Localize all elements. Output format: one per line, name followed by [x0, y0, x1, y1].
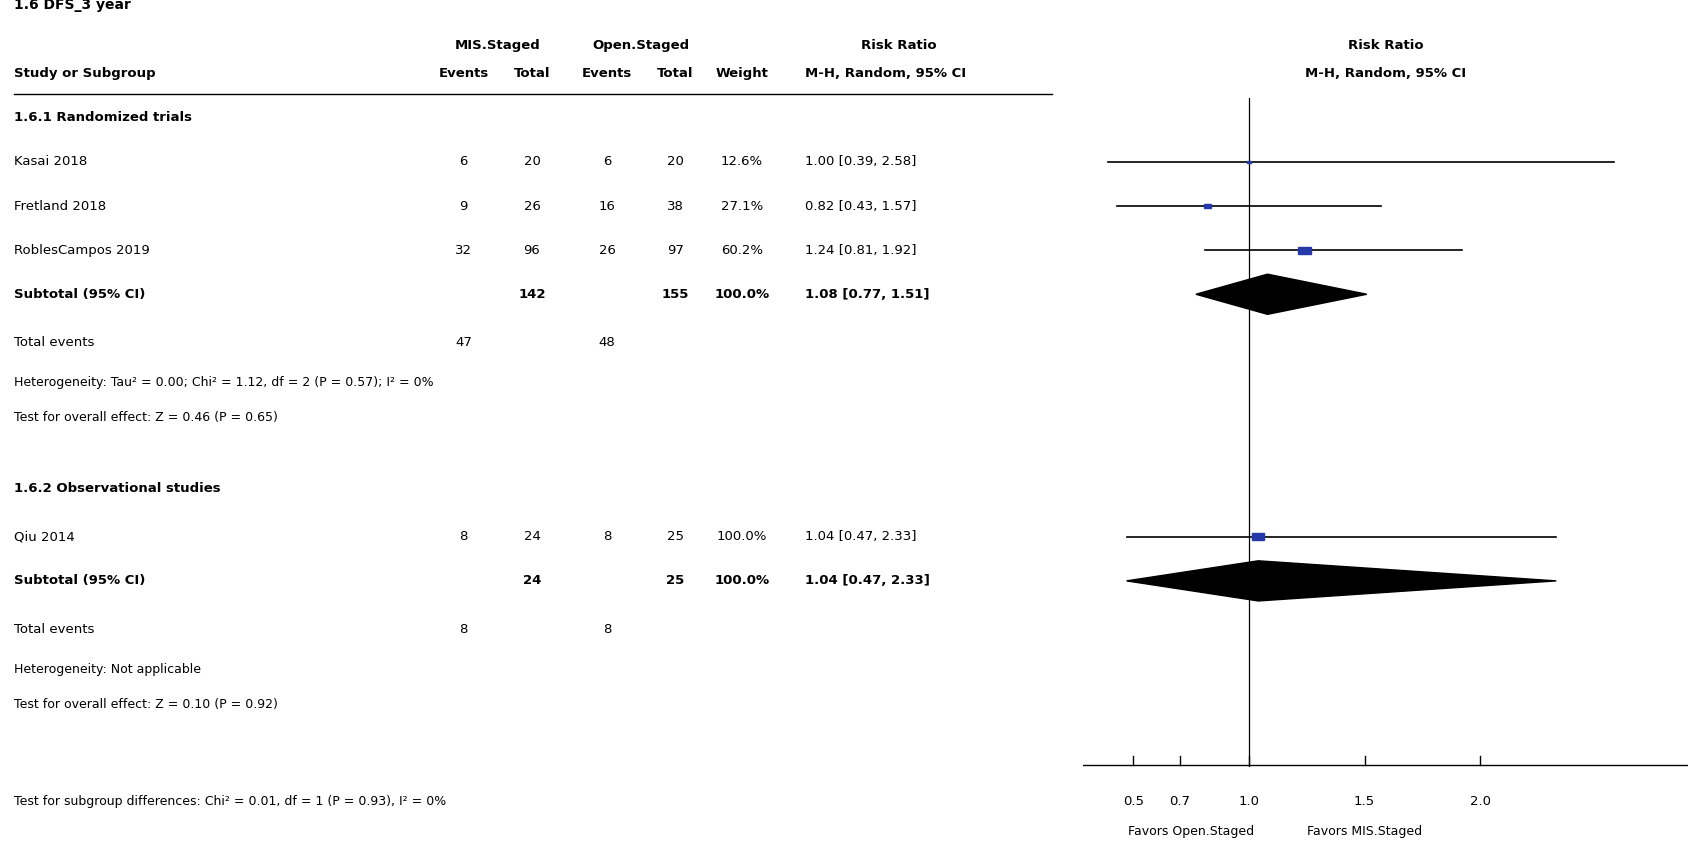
Text: 8: 8 [604, 530, 610, 544]
Text: 24: 24 [523, 530, 540, 544]
Text: 1.04 [0.47, 2.33]: 1.04 [0.47, 2.33] [805, 574, 929, 588]
Text: 1.24 [0.81, 1.92]: 1.24 [0.81, 1.92] [805, 243, 916, 257]
Text: Fretland 2018: Fretland 2018 [14, 199, 106, 213]
Text: 8: 8 [604, 623, 610, 636]
Text: 8: 8 [460, 623, 467, 636]
Text: 25: 25 [667, 574, 684, 588]
Text: 38: 38 [667, 199, 684, 213]
Text: 1.00 [0.39, 2.58]: 1.00 [0.39, 2.58] [805, 155, 916, 169]
Text: 1.6.2 Observational studies: 1.6.2 Observational studies [14, 482, 220, 494]
Text: Total events: Total events [14, 337, 94, 349]
Text: Study or Subgroup: Study or Subgroup [14, 67, 155, 81]
Text: 142: 142 [518, 287, 546, 301]
Text: MIS.Staged: MIS.Staged [455, 39, 540, 52]
Polygon shape [1127, 561, 1557, 601]
Text: 0.7: 0.7 [1170, 795, 1190, 807]
Text: 32: 32 [455, 243, 472, 257]
Text: M-H, Random, 95% CI: M-H, Random, 95% CI [1304, 67, 1466, 81]
Text: 1.6.1 Randomized trials: 1.6.1 Randomized trials [14, 111, 191, 125]
Text: Favors MIS.Staged: Favors MIS.Staged [1308, 825, 1422, 838]
Text: 155: 155 [662, 287, 689, 301]
Text: Risk Ratio: Risk Ratio [861, 39, 936, 52]
Text: Test for overall effect: Z = 0.46 (P = 0.65): Test for overall effect: Z = 0.46 (P = 0… [14, 411, 278, 424]
Text: 2.0: 2.0 [1470, 795, 1490, 807]
Text: Events: Events [438, 67, 489, 81]
Text: Subtotal (95% CI): Subtotal (95% CI) [14, 287, 145, 301]
Text: Heterogeneity: Tau² = 0.00; Chi² = 1.12, df = 2 (P = 0.57); I² = 0%: Heterogeneity: Tau² = 0.00; Chi² = 1.12,… [14, 376, 433, 389]
Text: 100.0%: 100.0% [716, 530, 767, 544]
Bar [1204, 204, 1211, 208]
Text: Favors Open.Staged: Favors Open.Staged [1129, 825, 1255, 838]
Bar [1298, 247, 1311, 254]
Text: Total: Total [656, 67, 694, 81]
Text: 97: 97 [667, 243, 684, 257]
Text: RoblesCampos 2019: RoblesCampos 2019 [14, 243, 150, 257]
Text: 6: 6 [604, 155, 610, 169]
Text: Kasai 2018: Kasai 2018 [14, 155, 87, 169]
Text: M-H, Random, 95% CI: M-H, Random, 95% CI [805, 67, 967, 81]
Text: 25: 25 [667, 530, 684, 544]
Text: 6: 6 [460, 155, 467, 169]
Text: 96: 96 [523, 243, 540, 257]
Text: Risk Ratio: Risk Ratio [1347, 39, 1424, 52]
Text: 47: 47 [455, 337, 472, 349]
Text: Events: Events [581, 67, 633, 81]
Text: Test for subgroup differences: Chi² = 0.01, df = 1 (P = 0.93), I² = 0%: Test for subgroup differences: Chi² = 0.… [14, 795, 447, 808]
Text: 1.5: 1.5 [1354, 795, 1376, 807]
Text: 8: 8 [460, 530, 467, 544]
Text: Test for overall effect: Z = 0.10 (P = 0.92): Test for overall effect: Z = 0.10 (P = 0… [14, 698, 278, 711]
Text: 1.6 DFS_3 year: 1.6 DFS_3 year [14, 0, 131, 13]
Polygon shape [1195, 274, 1367, 315]
Bar [1246, 161, 1251, 163]
Text: 9: 9 [460, 199, 467, 213]
Bar [1251, 533, 1265, 540]
Text: Subtotal (95% CI): Subtotal (95% CI) [14, 574, 145, 588]
Text: 12.6%: 12.6% [721, 155, 762, 169]
Text: 20: 20 [667, 155, 684, 169]
Text: 100.0%: 100.0% [714, 287, 769, 301]
Text: 48: 48 [598, 337, 616, 349]
Text: 16: 16 [598, 199, 616, 213]
Text: Total events: Total events [14, 623, 94, 636]
Text: 60.2%: 60.2% [721, 243, 762, 257]
Text: Heterogeneity: Not applicable: Heterogeneity: Not applicable [14, 662, 201, 676]
Text: Weight: Weight [714, 67, 769, 81]
Text: Total: Total [513, 67, 551, 81]
Text: 1.04 [0.47, 2.33]: 1.04 [0.47, 2.33] [805, 530, 916, 544]
Text: 26: 26 [523, 199, 540, 213]
Text: 0.82 [0.43, 1.57]: 0.82 [0.43, 1.57] [805, 199, 916, 213]
Text: 24: 24 [523, 574, 540, 588]
Text: 0.5: 0.5 [1124, 795, 1144, 807]
Text: 1.0: 1.0 [1238, 795, 1260, 807]
Text: Open.Staged: Open.Staged [593, 39, 689, 52]
Text: 27.1%: 27.1% [721, 199, 762, 213]
Text: 20: 20 [523, 155, 540, 169]
Text: 1.08 [0.77, 1.51]: 1.08 [0.77, 1.51] [805, 287, 929, 301]
Text: Qiu 2014: Qiu 2014 [14, 530, 75, 544]
Text: 100.0%: 100.0% [714, 574, 769, 588]
Text: 26: 26 [598, 243, 616, 257]
